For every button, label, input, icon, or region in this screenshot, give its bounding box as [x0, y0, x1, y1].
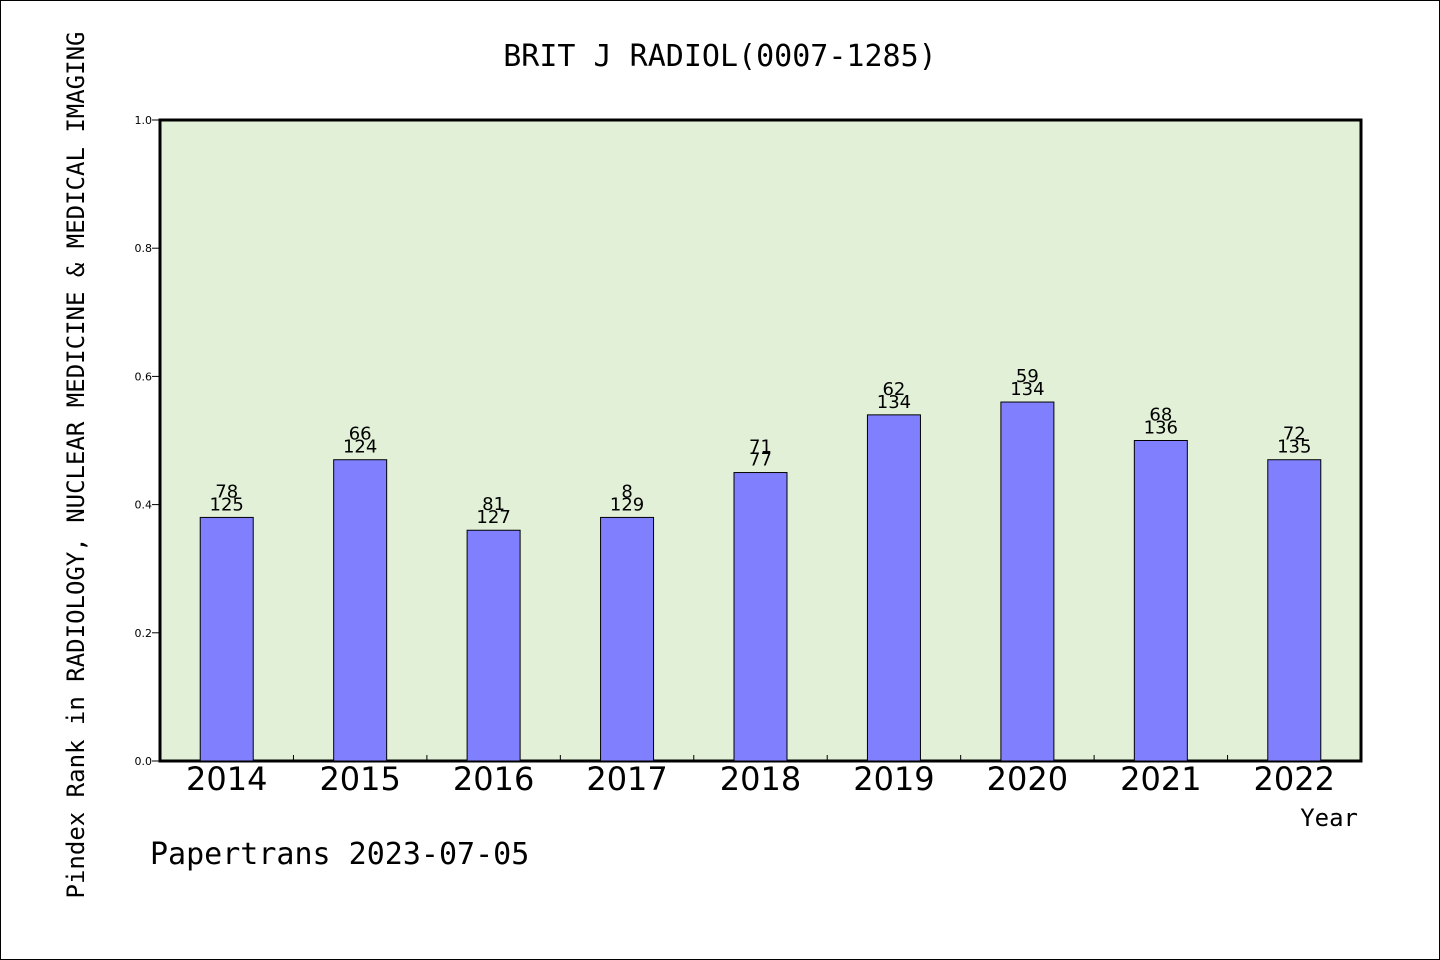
total-label: 127	[476, 507, 510, 528]
rank-label: 59	[1016, 366, 1039, 387]
x-axis-ticks: 2014 2015 2016 2017 2018 2019 2020 2021 2022	[186, 755, 1335, 798]
x-tick-label: 2014	[186, 760, 267, 798]
total-label: 125	[210, 494, 244, 515]
bar-2022	[1267, 459, 1322, 762]
x-tick-label: 2015	[319, 760, 400, 798]
y-axis-label: Pindex Rank in RADIOLOGY, NUCLEAR MEDICI…	[62, 32, 90, 899]
rank-label: 62	[882, 379, 905, 400]
bar-2019	[866, 414, 921, 762]
y-tick-label: 0.6	[135, 370, 153, 383]
y-axis-ticks: 0.0 0.2 0.4 0.6 0.8 1.0	[135, 114, 160, 768]
footer-credit: Papertrans 2023-07-05	[150, 837, 529, 872]
bars	[199, 401, 1322, 762]
chart-title: BRIT J RADIOL(0007-1285)	[503, 39, 936, 74]
rank-label: 78	[215, 481, 238, 502]
x-axis-label: Year	[1300, 804, 1358, 832]
total-label: 77	[749, 450, 772, 471]
rank-label: 71	[749, 437, 772, 458]
rank-label: 66	[349, 424, 372, 445]
rank-label: 81	[482, 494, 505, 515]
total-label: 134	[877, 392, 911, 413]
bar-2017	[600, 516, 655, 762]
total-label: 136	[1144, 418, 1178, 439]
bar-2020	[1000, 401, 1055, 762]
bar-2021	[1133, 440, 1188, 762]
x-tick-label: 2019	[853, 760, 934, 798]
x-tick-label: 2018	[720, 760, 801, 798]
y-tick-label: 1.0	[135, 114, 153, 127]
rank-label: 8	[621, 481, 632, 502]
y-tick-label: 0.8	[135, 242, 153, 255]
y-tick-label: 0.0	[135, 755, 153, 768]
bar-2016	[466, 529, 521, 762]
bar-2014	[199, 516, 254, 762]
total-label: 135	[1277, 437, 1311, 458]
x-tick-label: 2017	[586, 760, 667, 798]
total-label: 124	[343, 437, 377, 458]
rank-label: 68	[1149, 405, 1172, 426]
x-tick-label: 2016	[453, 760, 534, 798]
x-tick-label: 2021	[1120, 760, 1201, 798]
y-tick-label: 0.4	[135, 499, 153, 512]
bar-2015	[333, 459, 388, 762]
rank-label: 72	[1283, 424, 1306, 445]
total-label: 134	[1010, 379, 1044, 400]
y-tick-label: 0.2	[135, 627, 153, 640]
x-tick-label: 2022	[1254, 760, 1335, 798]
x-tick-label: 2020	[987, 760, 1068, 798]
total-label: 129	[610, 494, 644, 515]
bar-2018	[733, 472, 788, 762]
